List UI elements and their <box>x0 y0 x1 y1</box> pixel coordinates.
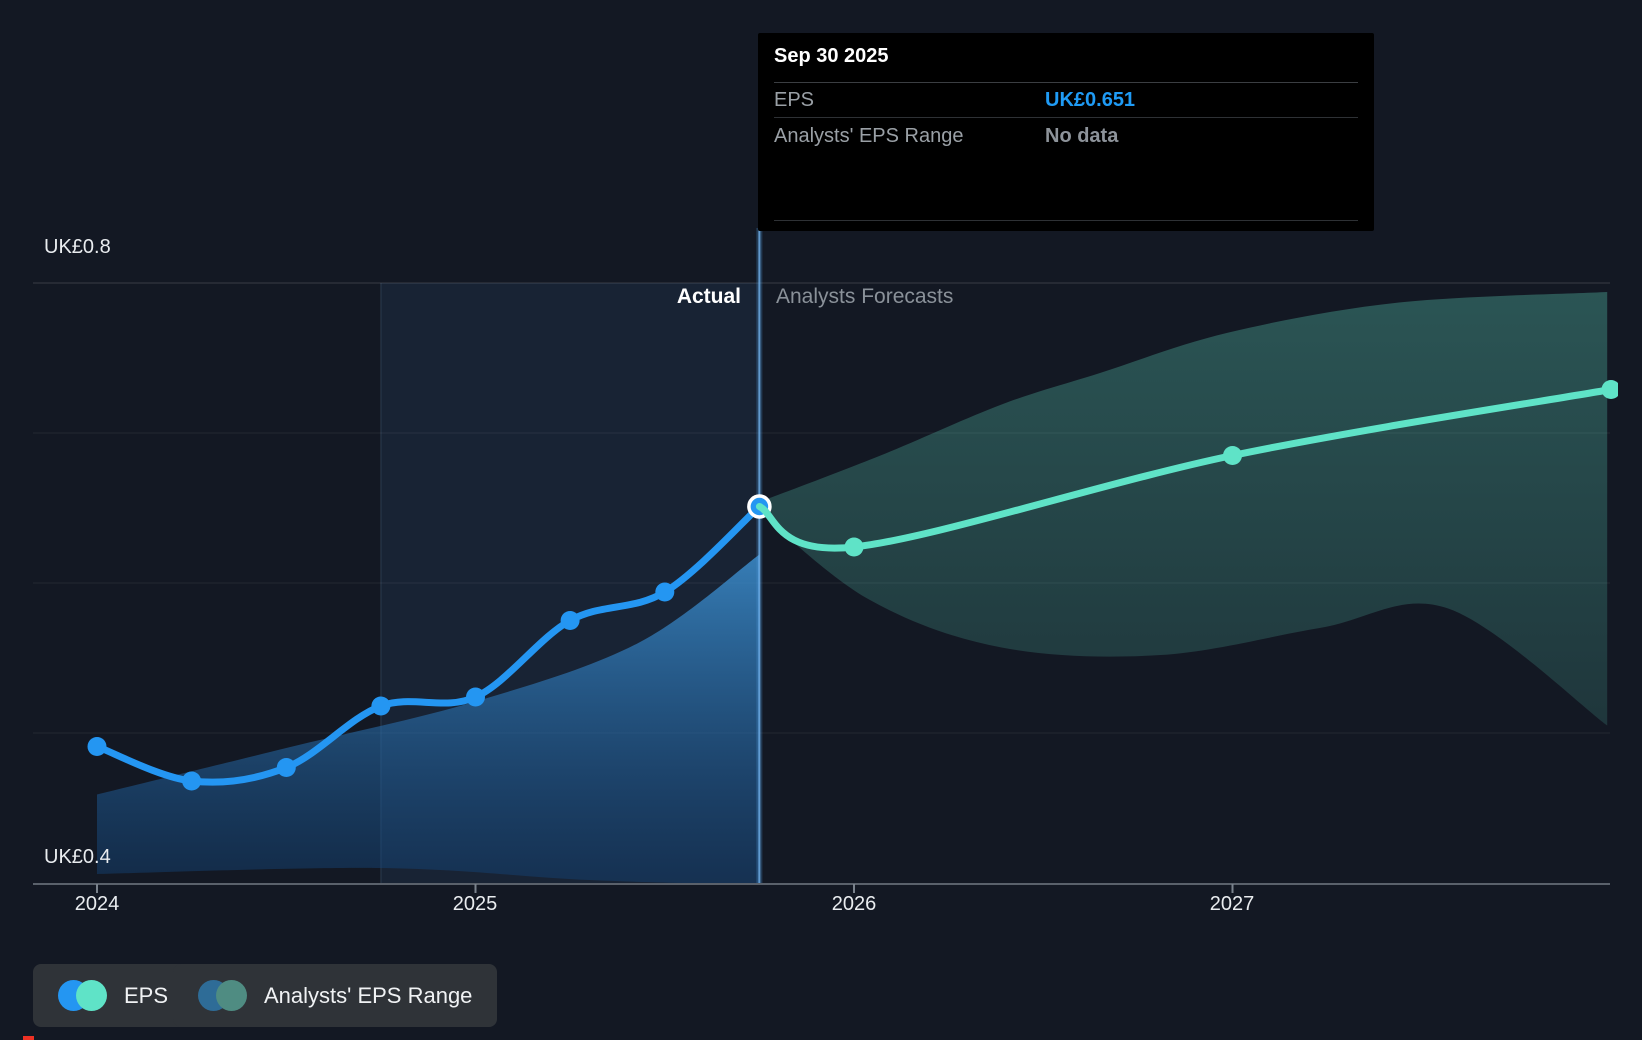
legend-eps-range-label: Analysts' EPS Range <box>264 982 473 1008</box>
tooltip-range-value: No data <box>1045 125 1119 147</box>
tooltip-row-eps: EPS UK£0.651 <box>774 89 1358 113</box>
tooltip-divider <box>774 82 1358 83</box>
tooltip-row-eps-range: Analysts' EPS Range No data <box>774 125 1358 149</box>
eps-series-icon <box>58 980 107 1011</box>
clipped-red-element <box>23 1036 34 1040</box>
forecast-period-label: Analysts Forecasts <box>776 285 954 308</box>
actual-period-label: Actual <box>676 285 741 308</box>
tooltip-range-label: Analysts' EPS Range <box>774 125 964 147</box>
x-axis-label-2026: 2026 <box>831 893 877 915</box>
tooltip-divider <box>774 117 1358 118</box>
legend-eps-label: EPS <box>124 982 169 1008</box>
y-axis-label-bottom: UK£0.4 <box>44 846 111 868</box>
y-axis-label-top: UK£0.8 <box>44 236 111 258</box>
legend-chip-eps[interactable]: EPS <box>33 964 194 1027</box>
x-axis-label-2025: 2025 <box>452 893 498 915</box>
tooltip-eps-label: EPS <box>774 89 815 111</box>
x-axis-label-2024: 2024 <box>74 893 120 915</box>
tooltip-divider <box>774 220 1358 221</box>
eps-range-series-icon <box>198 980 247 1011</box>
x-axis-label-2027: 2027 <box>1209 893 1255 915</box>
hover-tooltip: Sep 30 2025 EPS UK£0.651 Analysts' EPS R… <box>758 33 1374 231</box>
legend-chip-eps-range[interactable]: Analysts' EPS Range <box>173 964 498 1027</box>
tooltip-eps-value: UK£0.651 <box>1045 89 1136 111</box>
tooltip-date-title: Sep 30 2025 <box>774 45 889 67</box>
